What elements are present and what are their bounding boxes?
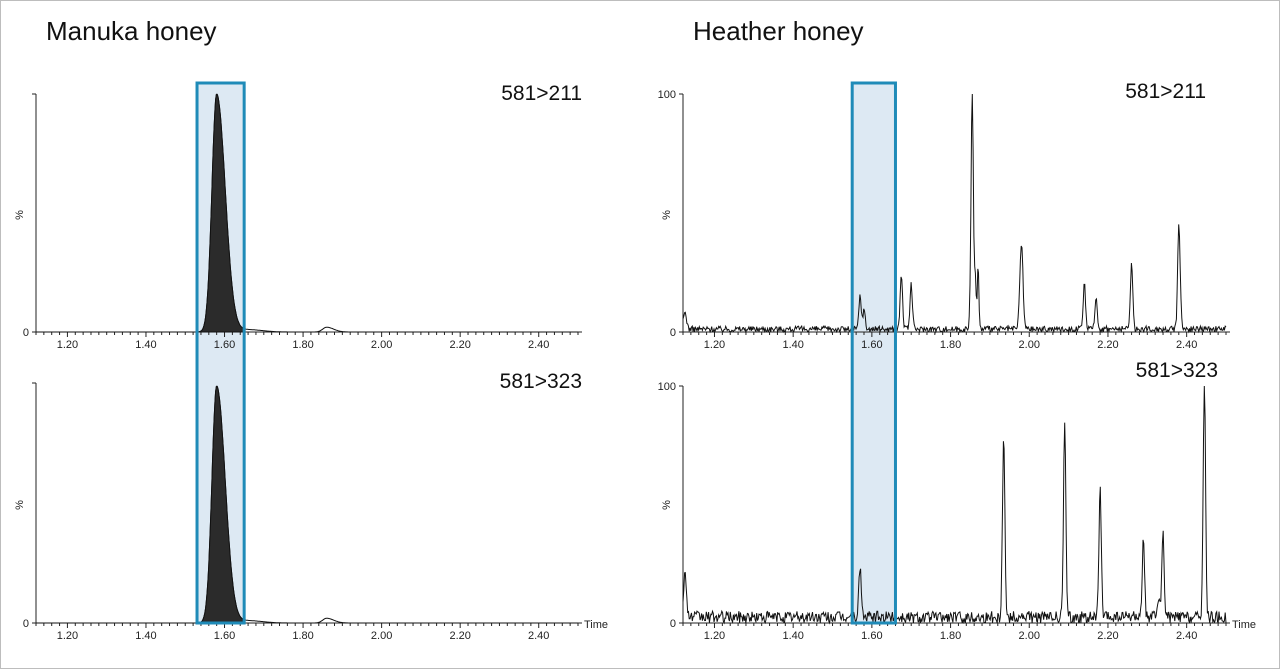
x-tick-label: 1.80 [292,339,313,351]
x-tick-label: 2.40 [528,339,549,351]
x-tick-label: 1.60 [214,630,235,642]
transition-label: 581>323 [500,370,582,393]
x-tick-label: 2.00 [1019,339,1040,351]
x-tick-label: 1.40 [135,630,156,642]
y-tick-label: 0 [670,327,676,339]
y-axis-label: % [661,210,673,220]
x-tick-label: 1.20 [704,339,725,351]
x-tick-label: 2.20 [449,339,470,351]
chart-0: 1.20 1.40 1.60 1.80 2.00 2.20 2.40 0% 581>211 [14,82,582,351]
x-tick-label: 1.40 [782,339,803,351]
transition-label: 581>211 [1125,80,1206,103]
x-tick-label: 1.20 [704,630,725,642]
highlight-region-fill-1 [852,83,896,623]
x-tick-label: 1.80 [940,339,961,351]
x-tick-label: 2.20 [449,630,470,642]
highlight-region-border-1 [850,81,897,625]
trace-line [682,93,1227,334]
y-tick-label: 100 [658,89,676,101]
x-tick-label: 1.60 [861,339,882,351]
x-tick-label: 1.40 [135,339,156,351]
x-axis-label: Time [1232,619,1256,631]
x-tick-label: 1.40 [782,630,803,642]
chart-3: 1.20 1.40 1.60 1.80 2.00 2.20 2.40 0 100% Time 581… [658,359,1256,642]
y-tick-label: 0 [23,618,29,630]
highlight-region-border-0 [195,81,246,625]
panel-title-manuka: Manuka honey [46,16,217,46]
y-tick-label: 0 [23,327,29,339]
peak-area [198,93,244,333]
x-tick-label: 1.60 [861,630,882,642]
trace-line [682,385,1227,625]
chart-2: 1.20 1.40 1.60 1.80 2.00 2.20 2.40 0 100% 581>211 [658,80,1230,351]
peak-area [198,385,244,624]
y-axis-label: % [14,210,26,220]
x-tick-label: 2.00 [371,630,392,642]
panel-title-heather: Heather honey [693,16,864,46]
x-tick-label: 2.40 [528,630,549,642]
x-tick-label: 2.40 [1176,630,1197,642]
x-tick-label: 1.80 [292,630,313,642]
y-axis-label: % [14,500,26,510]
x-axis-label: Time [584,619,608,631]
trace-line [36,385,578,624]
x-tick-label: 2.20 [1097,630,1118,642]
x-tick-label: 2.40 [1176,339,1197,351]
x-tick-label: 1.60 [214,339,235,351]
x-tick-label: 2.00 [1019,630,1040,642]
x-tick-label: 1.20 [57,630,78,642]
trace-line [36,93,578,333]
x-tick-label: 2.20 [1097,339,1118,351]
y-axis-label: % [661,500,673,510]
x-tick-label: 2.00 [371,339,392,351]
transition-label: 581>211 [501,82,582,105]
transition-label: 581>323 [1136,359,1218,382]
y-tick-label: 100 [658,381,676,393]
x-tick-label: 1.80 [940,630,961,642]
y-tick-label: 0 [670,618,676,630]
chart-1: 1.20 1.40 1.60 1.80 2.00 2.20 2.40 0% Time 581>32… [14,370,608,642]
x-tick-label: 1.20 [57,339,78,351]
